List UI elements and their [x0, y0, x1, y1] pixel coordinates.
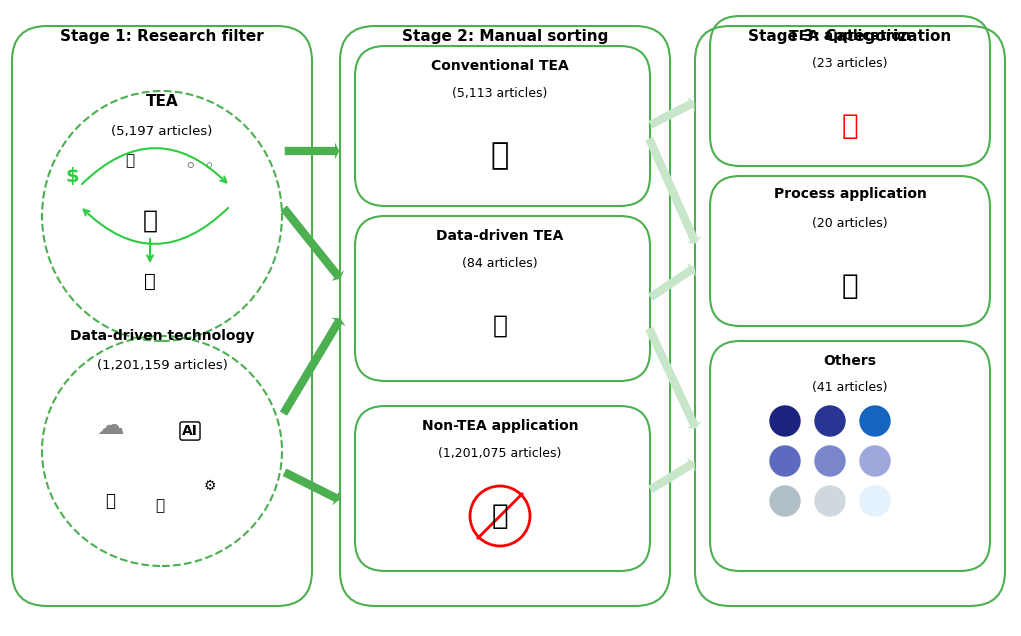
Text: ⚙: ⚙: [204, 479, 216, 493]
Circle shape: [770, 446, 800, 476]
Circle shape: [815, 446, 845, 476]
Text: 📦: 📦: [144, 272, 156, 291]
Text: 📡: 📡: [155, 499, 164, 513]
Text: ⚪: ⚪: [205, 161, 214, 171]
Text: (84 articles): (84 articles): [463, 256, 538, 270]
Text: 🔗: 🔗: [105, 492, 115, 510]
Text: (1,201,159 articles): (1,201,159 articles): [97, 359, 228, 373]
Text: (41 articles): (41 articles): [813, 382, 887, 394]
Text: 👷: 👷: [841, 272, 859, 300]
Text: Conventional TEA: Conventional TEA: [431, 59, 569, 73]
Circle shape: [860, 486, 890, 516]
Text: (5,113 articles): (5,113 articles): [452, 88, 547, 100]
Circle shape: [770, 406, 800, 436]
Text: 🌿: 🌿: [126, 153, 135, 169]
Text: Stage 2: Manual sorting: Stage 2: Manual sorting: [402, 29, 609, 43]
Text: Stage 3: Categorization: Stage 3: Categorization: [748, 29, 952, 43]
Text: 💵: 💵: [492, 502, 508, 530]
Text: Data-driven TEA: Data-driven TEA: [436, 229, 564, 243]
Text: Others: Others: [824, 354, 876, 368]
Circle shape: [815, 486, 845, 516]
Text: (5,197 articles): (5,197 articles): [111, 125, 212, 137]
Text: Non-TEA application: Non-TEA application: [422, 419, 578, 433]
Text: ⚪: ⚪: [184, 159, 196, 173]
Circle shape: [770, 486, 800, 516]
Text: $: $: [65, 167, 79, 186]
Circle shape: [860, 446, 890, 476]
Text: 🖥️: 🖥️: [491, 141, 509, 170]
Circle shape: [815, 406, 845, 436]
Text: Process application: Process application: [774, 187, 926, 201]
Text: (20 articles): (20 articles): [812, 218, 888, 230]
Text: 🏭: 🏭: [143, 209, 157, 233]
Circle shape: [860, 406, 890, 436]
Text: ☁: ☁: [96, 412, 124, 440]
Text: TEA: TEA: [146, 93, 179, 109]
Text: (1,201,075 articles): (1,201,075 articles): [438, 446, 562, 459]
Text: 🔮: 🔮: [492, 314, 507, 338]
Text: (23 articles): (23 articles): [813, 57, 887, 71]
Text: Stage 1: Research filter: Stage 1: Research filter: [60, 29, 263, 43]
Text: Data-driven technology: Data-driven technology: [69, 329, 254, 343]
Text: TEA application: TEA application: [789, 29, 911, 43]
Text: AI: AI: [182, 424, 198, 438]
Text: 🔍: 🔍: [841, 112, 859, 140]
